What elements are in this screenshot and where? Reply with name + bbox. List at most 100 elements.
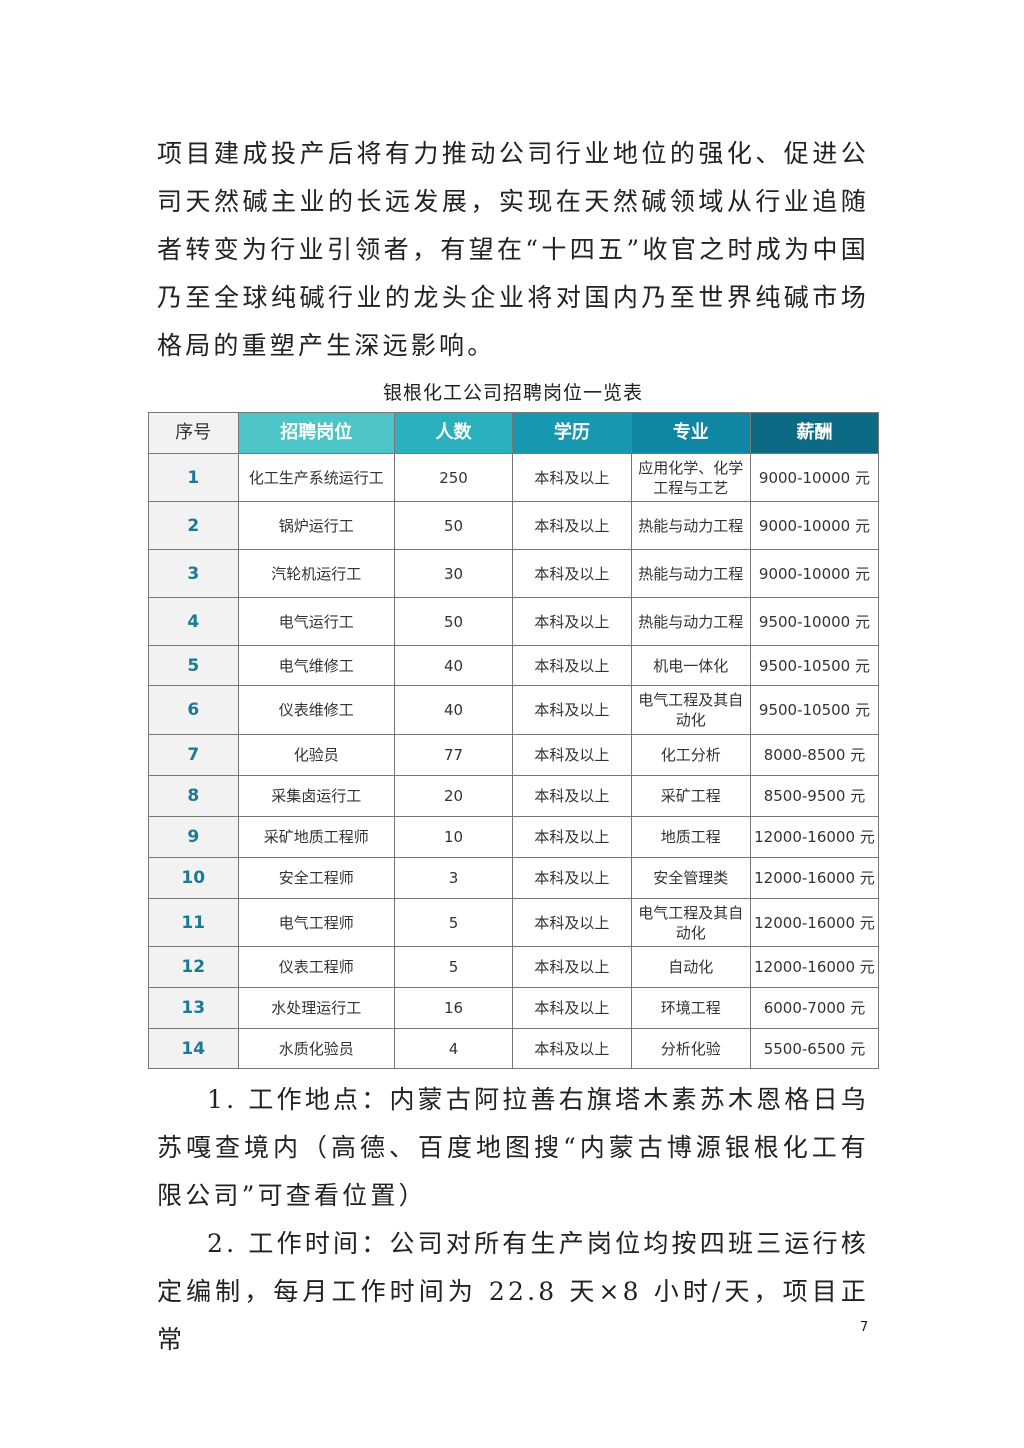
- table-cell: 4: [148, 597, 239, 646]
- table-row: 12 仪表工程师 5 本科及以上 自动化 12000-16000 元: [148, 946, 880, 988]
- table-cell: 水质化验员: [237, 1028, 395, 1069]
- table-cell: 安全管理类: [630, 857, 751, 899]
- table-cell: 电气运行工: [237, 597, 395, 646]
- table-cell: 10: [393, 816, 514, 858]
- table-cell: 40: [393, 685, 514, 735]
- table-cell: 采矿地质工程师: [237, 816, 395, 858]
- table-row: 11 电气工程师 5 本科及以上 电气工程及其自动化 12000-16000 元: [148, 898, 880, 947]
- table-row: 4 电气运行工 50 本科及以上 热能与动力工程 9500-10000 元: [148, 597, 880, 646]
- table-cell: 电气维修工: [237, 645, 395, 686]
- table-cell: 7: [148, 734, 239, 776]
- table-cell: 1: [148, 453, 239, 502]
- page-number: 7: [860, 1320, 869, 1335]
- table-cell: 本科及以上: [512, 734, 632, 776]
- table-cell: 安全工程师: [237, 857, 395, 899]
- table-row: 5 电气维修工 40 本科及以上 机电一体化 9500-10500 元: [148, 645, 880, 686]
- table-cell: 12000-16000 元: [749, 898, 880, 947]
- table-cell: 6: [148, 685, 239, 735]
- table-cell: 5: [393, 946, 514, 988]
- work-time-text: 2. 工作时间：公司对所有生产岗位均按四班三运行核定编制，每月工作时间为 22.…: [157, 1229, 869, 1354]
- table-cell: 本科及以上: [512, 987, 632, 1029]
- table-cell: 本科及以上: [512, 775, 632, 817]
- table-cell: 50: [393, 501, 514, 550]
- table-cell: 地质工程: [630, 816, 751, 858]
- table-cell: 采矿工程: [630, 775, 751, 817]
- table-cell: 电气工程师: [237, 898, 395, 947]
- table-cell: 本科及以上: [512, 857, 632, 899]
- table-cell: 77: [393, 734, 514, 776]
- after-paragraphs: 1. 工作地点：内蒙古阿拉善右旗塔木素苏木恩格日乌苏嘎查境内（高德、百度地图搜“…: [157, 1076, 869, 1364]
- table-cell: 电气工程及其自动化: [630, 685, 751, 735]
- table-cell: 本科及以上: [512, 597, 632, 646]
- table-cell: 自动化: [630, 946, 751, 988]
- table-cell: 水处理运行工: [237, 987, 395, 1029]
- table-cell: 12: [148, 946, 239, 988]
- column-header: 招聘岗位: [237, 412, 395, 454]
- table-cell: 本科及以上: [512, 816, 632, 858]
- table-row: 2 锅炉运行工 50 本科及以上 热能与动力工程 9000-10000 元: [148, 501, 880, 550]
- table-cell: 3: [148, 549, 239, 598]
- column-header: 人数: [393, 412, 514, 454]
- table-cell: 4: [393, 1028, 514, 1069]
- table-cell: 30: [393, 549, 514, 598]
- table-row: 13 水处理运行工 16 本科及以上 环境工程 6000-7000 元: [148, 987, 880, 1029]
- table-cell: 9500-10500 元: [749, 685, 880, 735]
- table-cell: 热能与动力工程: [630, 549, 751, 598]
- work-location-text: 1. 工作地点：内蒙古阿拉善右旗塔木素苏木恩格日乌苏嘎查境内（高德、百度地图搜“…: [157, 1085, 869, 1210]
- table-cell: 8000-8500 元: [749, 734, 880, 776]
- table-cell: 12000-16000 元: [749, 816, 880, 858]
- table-cell: 40: [393, 645, 514, 686]
- table-cell: 化验员: [237, 734, 395, 776]
- table-cell: 8500-9500 元: [749, 775, 880, 817]
- table-cell: 环境工程: [630, 987, 751, 1029]
- table-cell: 9500-10000 元: [749, 597, 880, 646]
- table-cell: 16: [393, 987, 514, 1029]
- table-row: 10 安全工程师 3 本科及以上 安全管理类 12000-16000 元: [148, 857, 880, 899]
- table-row: 3 汽轮机运行工 30 本科及以上 热能与动力工程 9000-10000 元: [148, 549, 880, 598]
- table-cell: 12000-16000 元: [749, 857, 880, 899]
- table-cell: 采集卤运行工: [237, 775, 395, 817]
- table-cell: 汽轮机运行工: [237, 549, 395, 598]
- table-cell: 12000-16000 元: [749, 946, 880, 988]
- table-cell: 9000-10000 元: [749, 501, 880, 550]
- table-cell: 6000-7000 元: [749, 987, 880, 1029]
- table-header-row: 序号 招聘岗位 人数 学历 专业 薪酬: [148, 412, 880, 454]
- table-cell: 机电一体化: [630, 645, 751, 686]
- table-cell: 5: [393, 898, 514, 947]
- table-cell: 本科及以上: [512, 685, 632, 735]
- table-row: 6 仪表维修工 40 本科及以上 电气工程及其自动化 9500-10500 元: [148, 685, 880, 735]
- table-cell: 本科及以上: [512, 549, 632, 598]
- table-cell: 仪表维修工: [237, 685, 395, 735]
- table-row: 9 采矿地质工程师 10 本科及以上 地质工程 12000-16000 元: [148, 816, 880, 858]
- table-cell: 3: [393, 857, 514, 899]
- table-cell: 13: [148, 987, 239, 1029]
- table-cell: 9000-10000 元: [749, 453, 880, 502]
- table-cell: 热能与动力工程: [630, 597, 751, 646]
- table-cell: 10: [148, 857, 239, 899]
- table-cell: 仪表工程师: [237, 946, 395, 988]
- intro-text: 项目建成投产后将有力推动公司行业地位的强化、促进公司天然碱主业的长远发展，实现在…: [157, 139, 869, 360]
- table-cell: 本科及以上: [512, 501, 632, 550]
- table-cell: 化工生产系统运行工: [237, 453, 395, 502]
- table-cell: 热能与动力工程: [630, 501, 751, 550]
- table-cell: 14: [148, 1028, 239, 1069]
- recruitment-table: 序号 招聘岗位 人数 学历 专业 薪酬 1 化工生产系统运行工 250 本科及以上 应用化学、化学…: [148, 412, 880, 1069]
- table-cell: 11: [148, 898, 239, 947]
- table-cell: 本科及以上: [512, 645, 632, 686]
- table-cell: 9500-10500 元: [749, 645, 880, 686]
- table-cell: 5: [148, 645, 239, 686]
- table-row: 8 采集卤运行工 20 本科及以上 采矿工程 8500-9500 元: [148, 775, 880, 817]
- table-cell: 化工分析: [630, 734, 751, 776]
- table-caption: 银根化工公司招聘岗位一览表: [382, 382, 643, 404]
- table-cell: 本科及以上: [512, 898, 632, 947]
- table-cell: 9: [148, 816, 239, 858]
- table-cell: 锅炉运行工: [237, 501, 395, 550]
- intro-paragraph: 项目建成投产后将有力推动公司行业地位的强化、促进公司天然碱主业的长远发展，实现在…: [157, 130, 869, 370]
- table-cell: 5500-6500 元: [749, 1028, 880, 1069]
- table-cell: 应用化学、化学工程与工艺: [630, 453, 751, 502]
- table-cell: 本科及以上: [512, 453, 632, 502]
- column-header: 专业: [630, 412, 751, 454]
- table-row: 14 水质化验员 4 本科及以上 分析化验 5500-6500 元: [148, 1028, 880, 1069]
- table-cell: 250: [393, 453, 514, 502]
